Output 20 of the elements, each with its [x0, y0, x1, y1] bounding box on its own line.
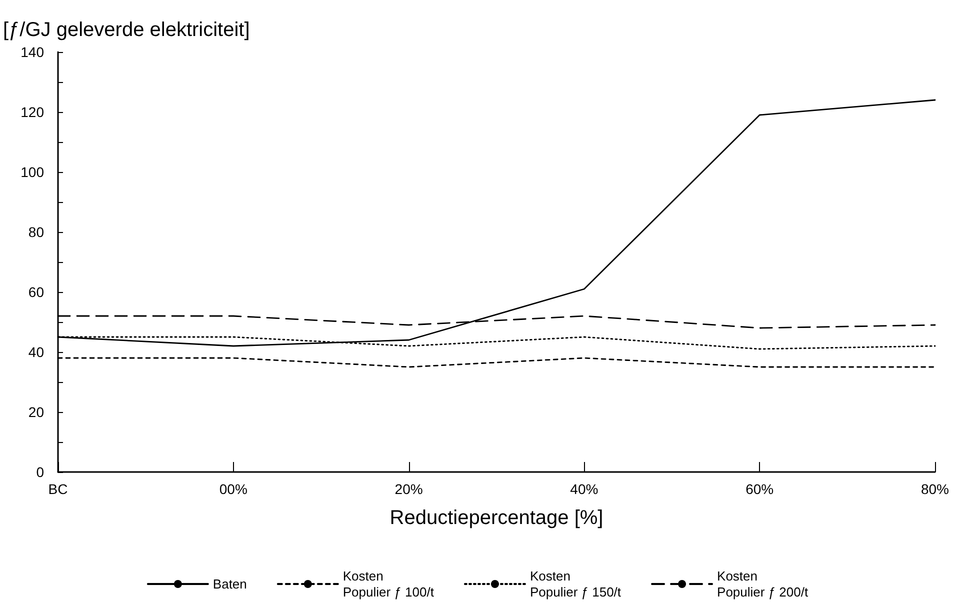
y-tick-label: 80 [28, 224, 44, 240]
y-tick-label: 100 [20, 164, 44, 180]
x-tick-label: 80% [920, 481, 950, 497]
legend-label: Baten [212, 576, 247, 592]
y-tick-label: 60 [28, 284, 44, 300]
x-tick-label: 40% [570, 481, 598, 497]
y-tick-label: 40 [28, 344, 44, 360]
legend-label: Kosten Populier ƒ 150/t [530, 568, 622, 600]
x-tick-label: 20% [394, 481, 423, 497]
x-axis-title: Reductiepercentage [%] [390, 507, 604, 529]
y-tick-label: 0 [36, 464, 44, 480]
legend-label: Kosten Populier ƒ 200/t [717, 568, 808, 600]
y-tick-label: 120 [20, 104, 44, 120]
legend-label: Kosten Populier ƒ 100/t [342, 568, 434, 600]
x-tick-label: BC [48, 481, 68, 497]
y-tick-label: 20 [28, 404, 44, 420]
y-axis-title: [ƒ/GJ geleverde elektriciteit] [3, 19, 250, 41]
x-tick-label: 60% [746, 481, 774, 497]
x-tick-label: 00% [219, 481, 248, 497]
y-tick-label: 140 [20, 44, 44, 60]
